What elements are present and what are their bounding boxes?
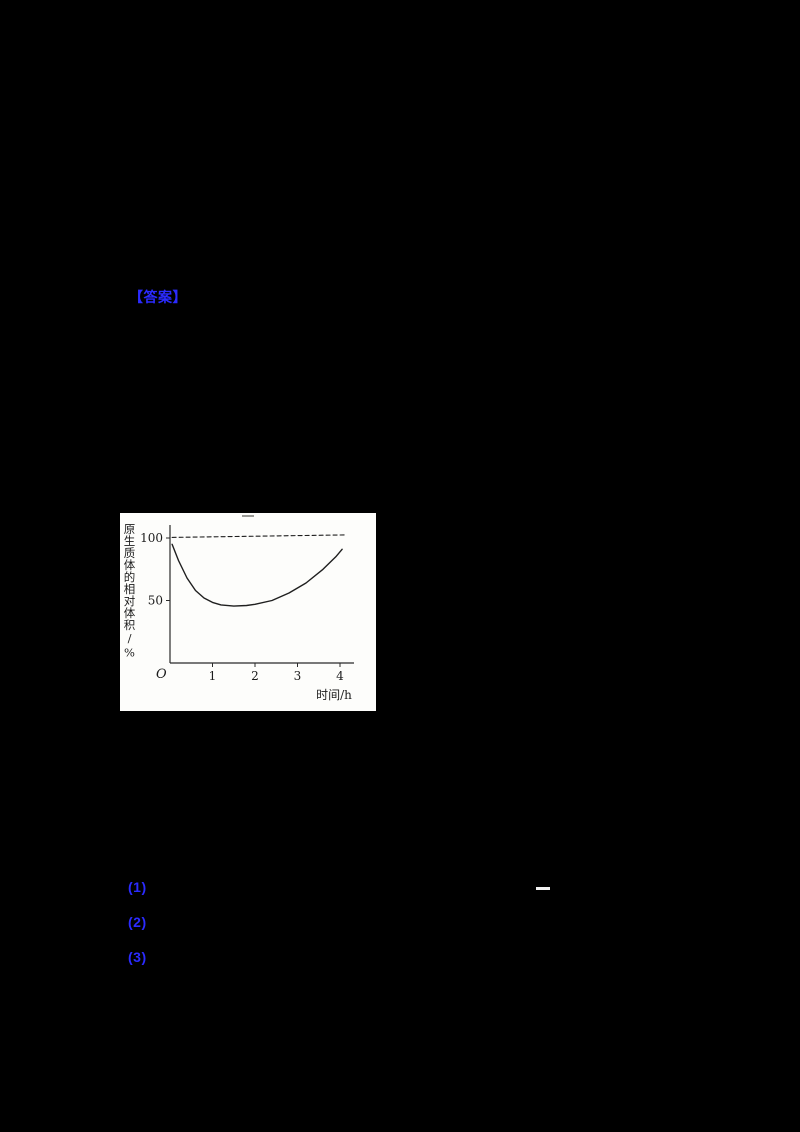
answer-item-3-marker: (3) <box>128 949 147 965</box>
figure-chart-svg: 50 100 1 2 3 4 O 时间/h <box>140 525 354 702</box>
svg-text:2: 2 <box>251 669 259 683</box>
plasmolysis-chart-figure: 原生质体的相对体积/% 50 100 1 2 3 4 O 时间/h <box>120 513 376 711</box>
scan-artifact <box>242 515 254 517</box>
svg-text:3: 3 <box>294 669 302 683</box>
svg-text:1: 1 <box>209 669 217 683</box>
svg-text:50: 50 <box>148 594 163 608</box>
svg-text:4: 4 <box>336 669 344 683</box>
answer-marker: 【答案】 <box>129 289 187 305</box>
answer-item-2-marker: (2) <box>128 914 147 930</box>
svg-text:100: 100 <box>140 531 163 545</box>
svg-text:O: O <box>156 667 167 682</box>
fill-in-blank-dash <box>536 887 550 890</box>
answer-item-1-marker: (1) <box>128 879 147 895</box>
svg-text:时间/h: 时间/h <box>316 688 352 702</box>
chart-y-axis-label: 原生质体的相对体积/% <box>122 523 137 660</box>
